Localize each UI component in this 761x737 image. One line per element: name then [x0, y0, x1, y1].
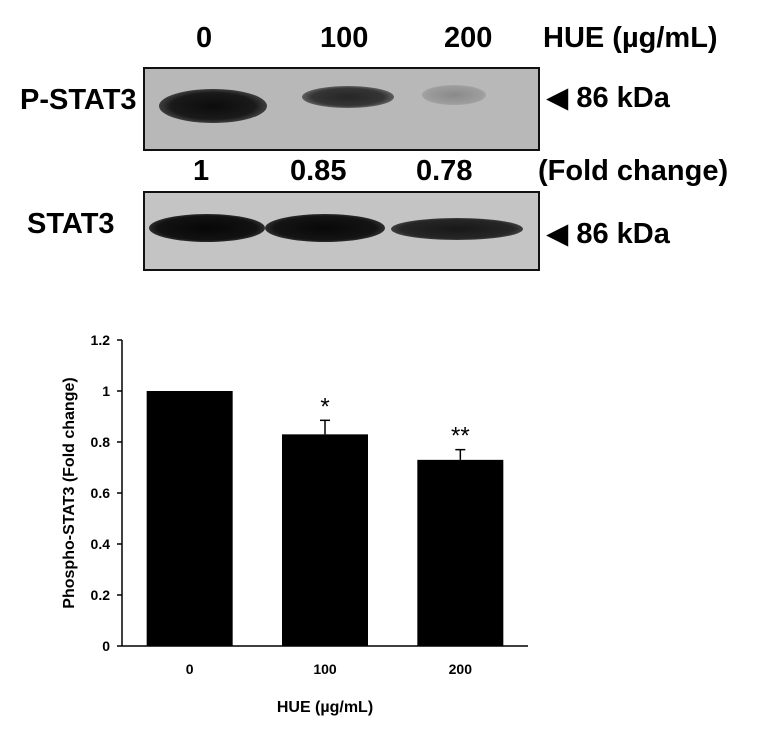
y-tick-label: 1: [102, 383, 110, 399]
band-stat3-lane-0: [149, 214, 265, 242]
y-tick-label: 0.6: [91, 485, 111, 501]
y-axis-label: Phospho-STAT3 (Fold change): [61, 377, 78, 608]
significance-marker-200: **: [451, 423, 470, 450]
fold-change-0: 1: [193, 155, 210, 187]
blot-stat3: [143, 191, 540, 271]
fold-change-200: 0.78: [416, 155, 473, 187]
significance-marker-100: *: [320, 393, 329, 420]
band-p-stat3-lane-100: [302, 86, 394, 108]
x-axis-label: HUE (µg/mL): [277, 699, 373, 716]
fold-change-label: (Fold change): [538, 155, 729, 187]
band-p-stat3-lane-0: [159, 89, 267, 123]
y-tick-label: 1.2: [91, 332, 111, 348]
y-tick-label: 0.2: [91, 587, 111, 603]
protein-label-p-stat3: P-STAT3: [20, 84, 137, 116]
y-tick-label: 0.8: [91, 434, 111, 450]
x-tick-label: 200: [449, 661, 473, 677]
band-stat3-lane-100: [265, 214, 385, 242]
marker-p-stat3: ◀ 86 kDa: [546, 82, 670, 114]
bar-100: [282, 434, 368, 646]
lane-label-0: 0: [196, 22, 213, 54]
blot-p-stat3: [143, 67, 540, 151]
x-tick-label: 100: [313, 661, 337, 677]
protein-label-stat3: STAT3: [27, 208, 115, 240]
fold-change-100: 0.85: [290, 155, 347, 187]
y-tick-label: 0.4: [91, 536, 111, 552]
marker-stat3: ◀ 86 kDa: [546, 218, 670, 250]
band-p-stat3-lane-200: [422, 85, 486, 105]
treatment-label: HUE (µg/mL): [543, 22, 718, 54]
bar-200: [417, 459, 504, 646]
y-tick-label: 0: [102, 638, 110, 654]
band-stat3-lane-200: [391, 218, 523, 240]
lane-label-200: 200: [444, 22, 493, 54]
bar-0: [146, 391, 233, 646]
lane-label-100: 100: [320, 22, 369, 54]
x-tick-label: 0: [186, 661, 194, 677]
